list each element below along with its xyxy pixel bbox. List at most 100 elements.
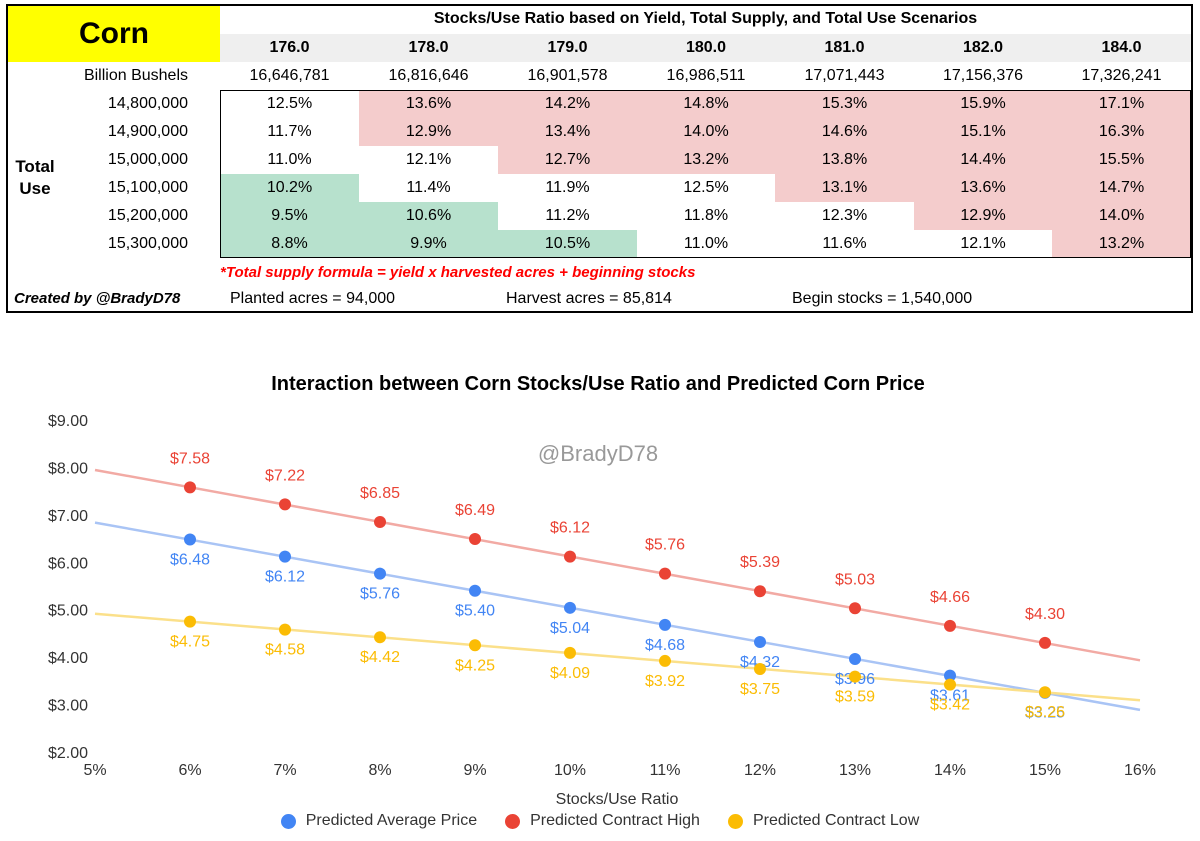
data-label: $4.25 xyxy=(455,657,495,674)
ratio-grid-border xyxy=(220,90,1191,258)
yield-header: 179.0 xyxy=(547,39,588,56)
data-point xyxy=(184,615,196,628)
harvest-acres: Harvest acres = 85,814 xyxy=(506,290,672,307)
data-label: $5.04 xyxy=(550,620,590,637)
ratio-cell: 11.4% xyxy=(406,179,451,196)
supply-formula-note: *Total supply formula = yield x harveste… xyxy=(220,264,696,281)
ratio-cell: 13.4% xyxy=(498,118,637,146)
data-label: $6.85 xyxy=(360,485,400,502)
x-tick-label: 8% xyxy=(368,762,391,779)
data-label: $3.26 xyxy=(1025,704,1065,721)
y-tick-label: $8.00 xyxy=(48,460,88,477)
data-point xyxy=(944,678,956,691)
legend-item-average: Predicted Average Price xyxy=(280,812,477,830)
data-point xyxy=(469,533,481,546)
data-point xyxy=(184,533,196,546)
data-point xyxy=(564,601,576,614)
data-point xyxy=(754,585,766,598)
ratio-cell: 13.6% xyxy=(914,174,1052,202)
data-point xyxy=(754,635,766,648)
data-point xyxy=(1039,636,1051,649)
ratio-cell: 11.2% xyxy=(545,207,590,224)
data-point xyxy=(849,670,861,683)
data-label: $3.25 xyxy=(1025,705,1065,722)
legend-dot-average xyxy=(280,813,296,829)
yield-header: 180.0 xyxy=(685,39,727,56)
data-point xyxy=(374,567,386,580)
ratio-cell: 10.6% xyxy=(359,202,498,230)
ratio-cell: 11.7% xyxy=(267,123,312,140)
ratio-cell: 12.1% xyxy=(405,151,452,168)
data-point xyxy=(1039,686,1051,699)
ratio-cell: 14.0% xyxy=(637,118,775,146)
ratio-cell: 14.2% xyxy=(498,90,637,118)
begin-stocks: Begin stocks = 1,540,000 xyxy=(792,290,973,307)
data-point xyxy=(279,550,291,563)
ratio-cell: 12.9% xyxy=(359,118,498,146)
yield-header: 178.0 xyxy=(408,39,449,56)
data-label: $3.59 xyxy=(835,689,875,706)
total-use-value: 15,200,000 xyxy=(107,207,188,224)
corn-label: Corn xyxy=(8,6,220,62)
ratio-cell: 15.3% xyxy=(775,90,914,118)
x-tick-label: 9% xyxy=(463,762,486,779)
data-label: $3.92 xyxy=(645,673,685,690)
data-point xyxy=(659,654,671,667)
y-tick-label: $4.00 xyxy=(48,650,88,667)
data-point xyxy=(659,567,671,580)
ratio-cell: 11.9% xyxy=(545,179,590,196)
trendline-0 xyxy=(94,521,1141,712)
legend-label-low: Predicted Contract Low xyxy=(752,812,920,829)
ratio-cell: 14.7% xyxy=(1052,174,1191,202)
data-label: $4.58 xyxy=(265,642,305,659)
data-point xyxy=(849,653,861,666)
data-label: $4.68 xyxy=(645,637,685,654)
ratio-cell: 9.9% xyxy=(359,230,498,258)
data-point xyxy=(564,646,576,659)
ratio-cell: 13.6% xyxy=(359,90,498,118)
data-point xyxy=(279,498,291,511)
supply-value: 16,646,781 xyxy=(249,67,330,84)
ratio-cell: 12.5% xyxy=(683,179,729,196)
y-tick-label: $7.00 xyxy=(48,508,88,525)
legend-dot-low xyxy=(727,813,743,829)
yield-header: 182.0 xyxy=(962,39,1004,56)
legend-item-low: Predicted Contract Low xyxy=(727,812,920,830)
data-label: $5.40 xyxy=(455,603,495,620)
price-chart: Interaction between Corn Stocks/Use Rati… xyxy=(48,373,1156,808)
data-label: $6.49 xyxy=(455,502,495,519)
ratio-cell: 8.8% xyxy=(220,230,359,258)
data-label: $4.30 xyxy=(1025,606,1065,623)
ratio-cell: 13.8% xyxy=(775,146,914,174)
x-tick-label: 11% xyxy=(650,762,681,779)
ratio-cell: 16.3% xyxy=(1052,118,1191,146)
data-point xyxy=(849,602,861,615)
data-point xyxy=(564,550,576,563)
y-tick-label: $6.00 xyxy=(48,555,88,572)
data-point xyxy=(184,481,196,494)
data-point xyxy=(944,669,956,682)
supply-value: 17,156,376 xyxy=(942,67,1024,84)
data-label: $7.22 xyxy=(265,467,305,484)
x-axis-label: Stocks/Use Ratio xyxy=(556,791,679,808)
total-use-value: 14,800,000 xyxy=(107,95,188,112)
chart-legend: Predicted Average Price Predicted Contra… xyxy=(0,812,1200,830)
legend-dot-high xyxy=(505,813,521,829)
watermark: @BradyD78 xyxy=(538,441,658,466)
x-tick-label: 14% xyxy=(934,762,966,779)
supply-value: 17,071,443 xyxy=(804,67,885,84)
ratio-cell: 15.5% xyxy=(1052,146,1191,174)
trendline-2 xyxy=(94,612,1141,702)
ratio-cell: 11.0% xyxy=(267,151,312,168)
table-title: Stocks/Use Ratio based on Yield, Total S… xyxy=(433,10,978,27)
data-label: $4.42 xyxy=(360,649,400,666)
trendline-1 xyxy=(94,468,1141,662)
ratio-cell: 15.1% xyxy=(914,118,1052,146)
data-label: $5.39 xyxy=(740,554,780,571)
data-point xyxy=(659,618,671,631)
data-label: $7.58 xyxy=(170,450,210,467)
data-label: $4.66 xyxy=(930,589,970,606)
data-point xyxy=(469,584,481,597)
total-use-value: 15,000,000 xyxy=(107,151,188,168)
data-label: $5.03 xyxy=(835,571,875,588)
